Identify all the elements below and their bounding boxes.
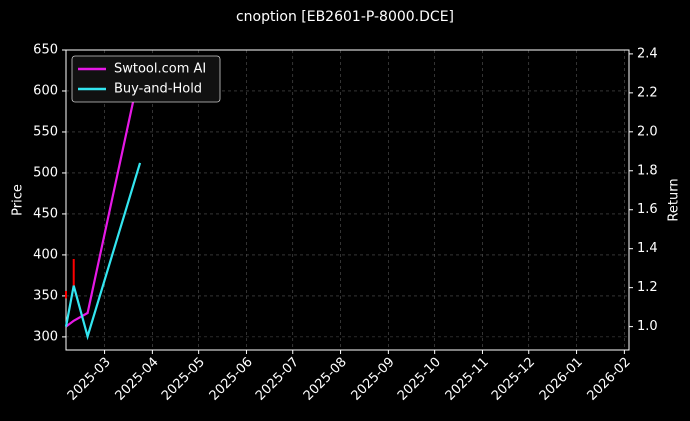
- x-tick-label: 2025-12: [489, 355, 538, 404]
- plot-frame: [65, 49, 630, 351]
- y2-tick-label: 1.6: [637, 202, 658, 217]
- x-tick-label: 2025-08: [301, 355, 350, 404]
- y-tick-label: 300: [33, 329, 58, 344]
- y2-tick-label: 1.4: [637, 241, 658, 256]
- y-tick-label: 350: [33, 288, 58, 303]
- series-line: [64, 162, 142, 341]
- y2-axis-label: Return: [667, 178, 682, 221]
- legend-label: Buy-and-Hold: [114, 82, 202, 97]
- y-tick-label: 450: [33, 206, 58, 221]
- series-line: [65, 69, 142, 328]
- x-tick-label: 2026-02: [585, 355, 634, 404]
- y-tick-label: 600: [33, 83, 58, 98]
- y2-tick-label: 2.0: [637, 124, 658, 139]
- x-tick-label: 2025-09: [349, 355, 398, 404]
- y-tick-label: 550: [33, 124, 58, 139]
- y2-tick-label: 1.8: [637, 163, 658, 178]
- legend-label: Swtool.com AI: [114, 62, 206, 77]
- x-tick-label: 2025-11: [443, 355, 492, 404]
- x-tick-label: 2025-06: [207, 355, 256, 404]
- y-tick-label: 500: [33, 165, 58, 180]
- y2-tick-label: 2.4: [637, 46, 658, 61]
- y2-tick-label: 2.2: [637, 85, 658, 100]
- x-tick-label: 2025-07: [253, 355, 302, 404]
- y2-tick-label: 1.0: [637, 319, 658, 334]
- x-tick-label: 2025-04: [113, 355, 162, 404]
- x-tick-label: 2025-03: [65, 355, 114, 404]
- legend-box: [71, 55, 221, 103]
- x-tick-label: 2025-10: [395, 355, 444, 404]
- y2-tick-label: 1.2: [637, 280, 658, 295]
- x-tick-label: 2026-01: [537, 355, 586, 404]
- chart-title: cnoption [EB2601-P-8000.DCE]: [236, 9, 454, 25]
- x-tick-label: 2025-05: [159, 355, 208, 404]
- y-axis-label: Price: [11, 184, 26, 216]
- y-tick-label: 650: [33, 43, 58, 58]
- y-tick-label: 400: [33, 247, 58, 262]
